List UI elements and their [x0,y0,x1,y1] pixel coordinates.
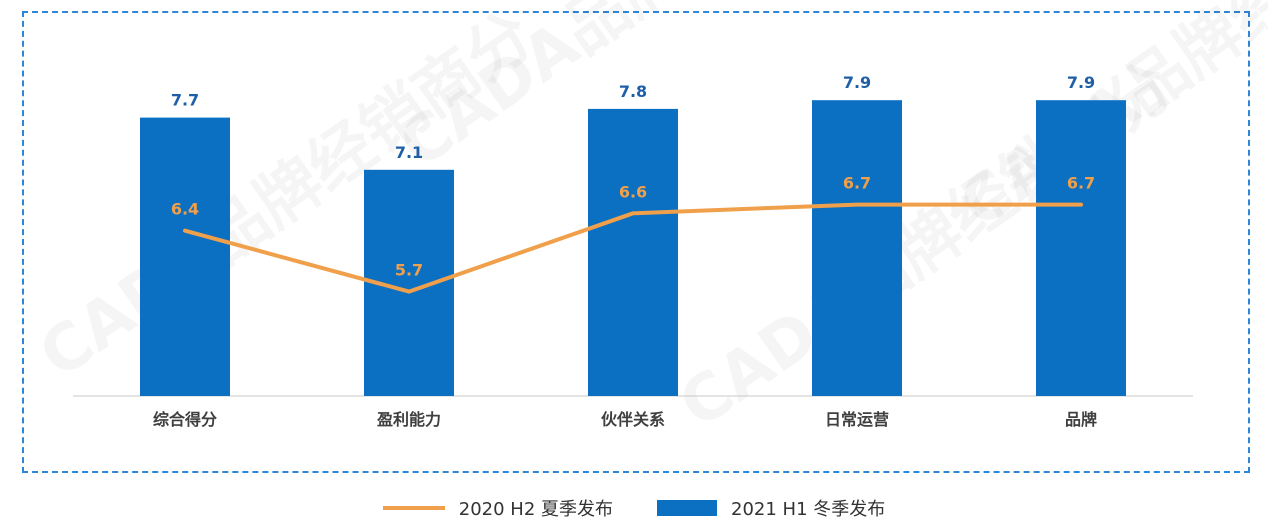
bar-value-label: 7.1 [395,143,423,162]
line-value-label: 6.6 [619,182,647,201]
bar-value-label: 7.7 [171,91,199,110]
legend-bar-swatch [657,500,717,516]
bar-5[interactable] [1036,100,1126,396]
series-line-2020-h2 [183,202,1083,294]
bar-3[interactable] [588,108,678,397]
legend-line-label: 2020 H2 夏季发布 [458,499,613,520]
legend-line-swatch [382,506,445,510]
chart-frame [22,11,1250,473]
line-value-label: 6.4 [171,200,199,219]
bar-4[interactable] [812,100,902,396]
category-label: 日常运营 [825,410,889,429]
category-label: 综合得分 [153,410,217,429]
combo-chart: CADA品牌经销商分CADA品牌经销商分CADA品牌经销商分CADA品牌经销商分… [27,0,1193,429]
legend: 2020 H2 夏季发布 2021 H1 冬季发布 [0,492,1268,524]
bar-value-label: 7.9 [1067,73,1095,92]
bar-1[interactable] [140,117,230,396]
legend-item-bar[interactable]: 2021 H1 冬季发布 [657,495,885,521]
category-label: 伙伴关系 [601,410,665,429]
legend-item-line[interactable]: 2020 H2 夏季发布 [382,495,613,521]
watermark-text: CADA品牌经销商分 [27,0,547,393]
line-value-label: 6.7 [1067,174,1095,193]
category-label: 盈利能力 [376,410,441,429]
line-value-label: 6.7 [843,174,871,193]
legend-bar-label: 2021 H1 冬季发布 [731,499,886,520]
bar-value-label: 7.9 [843,73,871,92]
line-value-label: 5.7 [395,261,423,280]
bar-value-label: 7.8 [619,82,647,101]
category-label: 品牌 [1065,410,1097,429]
